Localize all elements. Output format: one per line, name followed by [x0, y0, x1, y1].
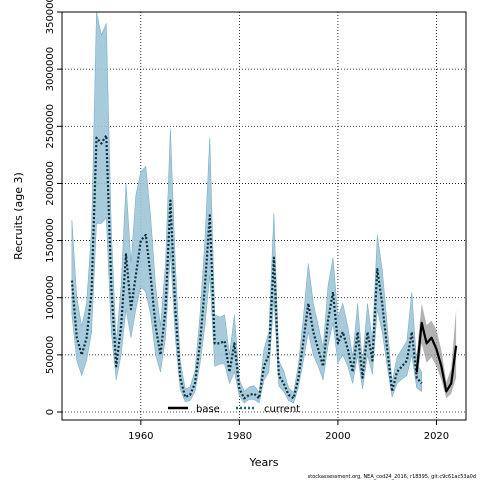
current-series-line	[70, 134, 423, 400]
y-tick-label: 1500000	[45, 218, 56, 263]
x-tick-label: 1960	[128, 431, 153, 442]
base-series-line	[415, 321, 458, 393]
plot-frame	[61, 11, 467, 421]
y-tick-label: 0	[45, 409, 56, 415]
y-tick-label: 3500000	[45, 0, 56, 34]
confidence-bands	[71, 11, 457, 404]
y-tick-label: 2000000	[45, 161, 56, 206]
legend-current-label: current	[264, 404, 300, 415]
legend-base-label: base	[196, 404, 220, 415]
footer-text: stockassessment.org, NEA_cod24_2016, r18…	[308, 474, 476, 480]
y-tick-label: 2500000	[45, 104, 56, 149]
x-tick-label: 2000	[325, 431, 350, 442]
x-tick-label: 2020	[424, 431, 449, 442]
legend: base current	[168, 404, 300, 415]
x-tick-label: 1980	[227, 431, 252, 442]
y-axis-title: Recruits (age 3)	[12, 172, 25, 260]
current-confidence-band	[71, 11, 422, 404]
x-axis-title: Years	[248, 456, 278, 469]
y-tick-label: 3000000	[45, 47, 56, 92]
y-tick-label: 1000000	[45, 275, 56, 320]
y-tick-label: 500000	[45, 336, 56, 374]
axes: 1960 1980 2000 2020 0 500000 1000000 1500000 200…	[45, 0, 449, 442]
series-lines	[70, 134, 458, 400]
